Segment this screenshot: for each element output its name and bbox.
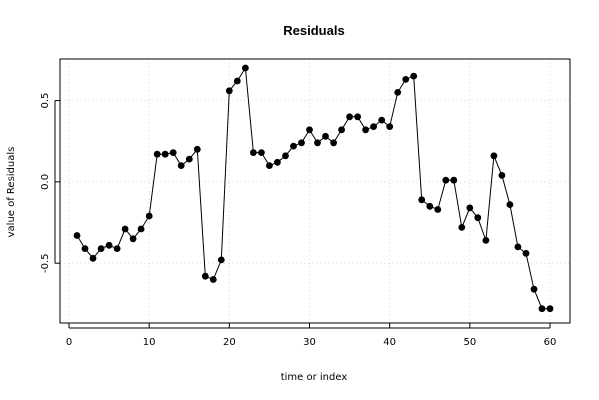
x-tick-label: 30 — [303, 337, 316, 348]
data-point — [129, 235, 137, 243]
data-point — [538, 305, 546, 313]
data-point — [474, 214, 482, 222]
data-point — [394, 89, 402, 96]
data-point — [225, 87, 233, 95]
data-point — [530, 285, 538, 293]
x-tick-label: 40 — [383, 337, 396, 348]
data-point — [121, 225, 129, 233]
data-point — [73, 232, 81, 239]
x-tick-label: 20 — [223, 337, 236, 348]
data-point — [105, 241, 113, 249]
series-line — [76, 66, 550, 310]
data-point — [97, 245, 105, 253]
x-axis-label: time or index — [281, 372, 348, 383]
data-point — [354, 113, 361, 121]
data-point — [426, 202, 434, 210]
y-axis-label: value of Residuals — [6, 147, 17, 238]
data-point — [522, 250, 530, 257]
data-point — [330, 139, 337, 147]
data-point — [193, 145, 201, 153]
data-point — [458, 224, 466, 231]
y-tick-label: -0.5 — [40, 253, 51, 273]
data-point — [450, 176, 458, 184]
data-point — [466, 204, 474, 212]
data-point — [386, 123, 394, 130]
data-points — [73, 64, 554, 313]
data-point — [378, 116, 386, 124]
y-tick-label: 0.0 — [40, 174, 51, 190]
data-point — [490, 152, 498, 160]
data-point — [370, 123, 377, 130]
data-point — [410, 72, 418, 80]
data-point — [306, 126, 313, 134]
x-tick-label: 0 — [66, 337, 72, 348]
data-point — [113, 245, 121, 253]
chart-title: Residuals — [283, 23, 344, 38]
y-tick-label: 0.5 — [40, 93, 51, 109]
data-point — [250, 149, 257, 157]
data-point — [402, 76, 410, 83]
data-point — [258, 149, 265, 157]
data-point — [338, 126, 345, 134]
data-point — [290, 142, 297, 150]
data-point — [81, 245, 89, 253]
data-point — [145, 212, 153, 220]
data-point — [314, 139, 321, 147]
data-point — [169, 149, 177, 157]
data-point — [185, 155, 193, 163]
data-point — [498, 172, 506, 179]
axes: 0 10 20 30 40 50 60 -0.5 0.0 0.5 — [40, 93, 556, 348]
data-point — [482, 237, 490, 244]
data-point — [209, 276, 217, 283]
data-point — [89, 254, 97, 262]
data-point — [161, 150, 169, 158]
x-tick-label: 10 — [143, 337, 156, 348]
grid-lines — [60, 59, 570, 323]
data-point — [362, 126, 369, 134]
data-point — [322, 132, 329, 140]
data-point — [153, 150, 161, 158]
data-point — [137, 225, 145, 233]
data-point — [346, 113, 353, 121]
data-point — [274, 158, 281, 166]
data-point — [434, 206, 442, 213]
data-point — [442, 176, 450, 184]
data-point — [418, 196, 426, 204]
data-point — [201, 272, 209, 280]
data-point — [298, 139, 305, 147]
data-point — [282, 152, 289, 160]
plot-frame — [59, 58, 571, 324]
x-tick-label: 50 — [463, 337, 476, 348]
data-point — [242, 64, 249, 72]
data-point — [266, 162, 273, 170]
data-point — [514, 243, 522, 251]
data-point — [546, 305, 554, 313]
data-point — [233, 77, 241, 85]
data-point — [217, 256, 225, 264]
data-point — [177, 162, 185, 170]
data-point — [506, 201, 514, 209]
x-tick-label: 60 — [544, 337, 557, 348]
